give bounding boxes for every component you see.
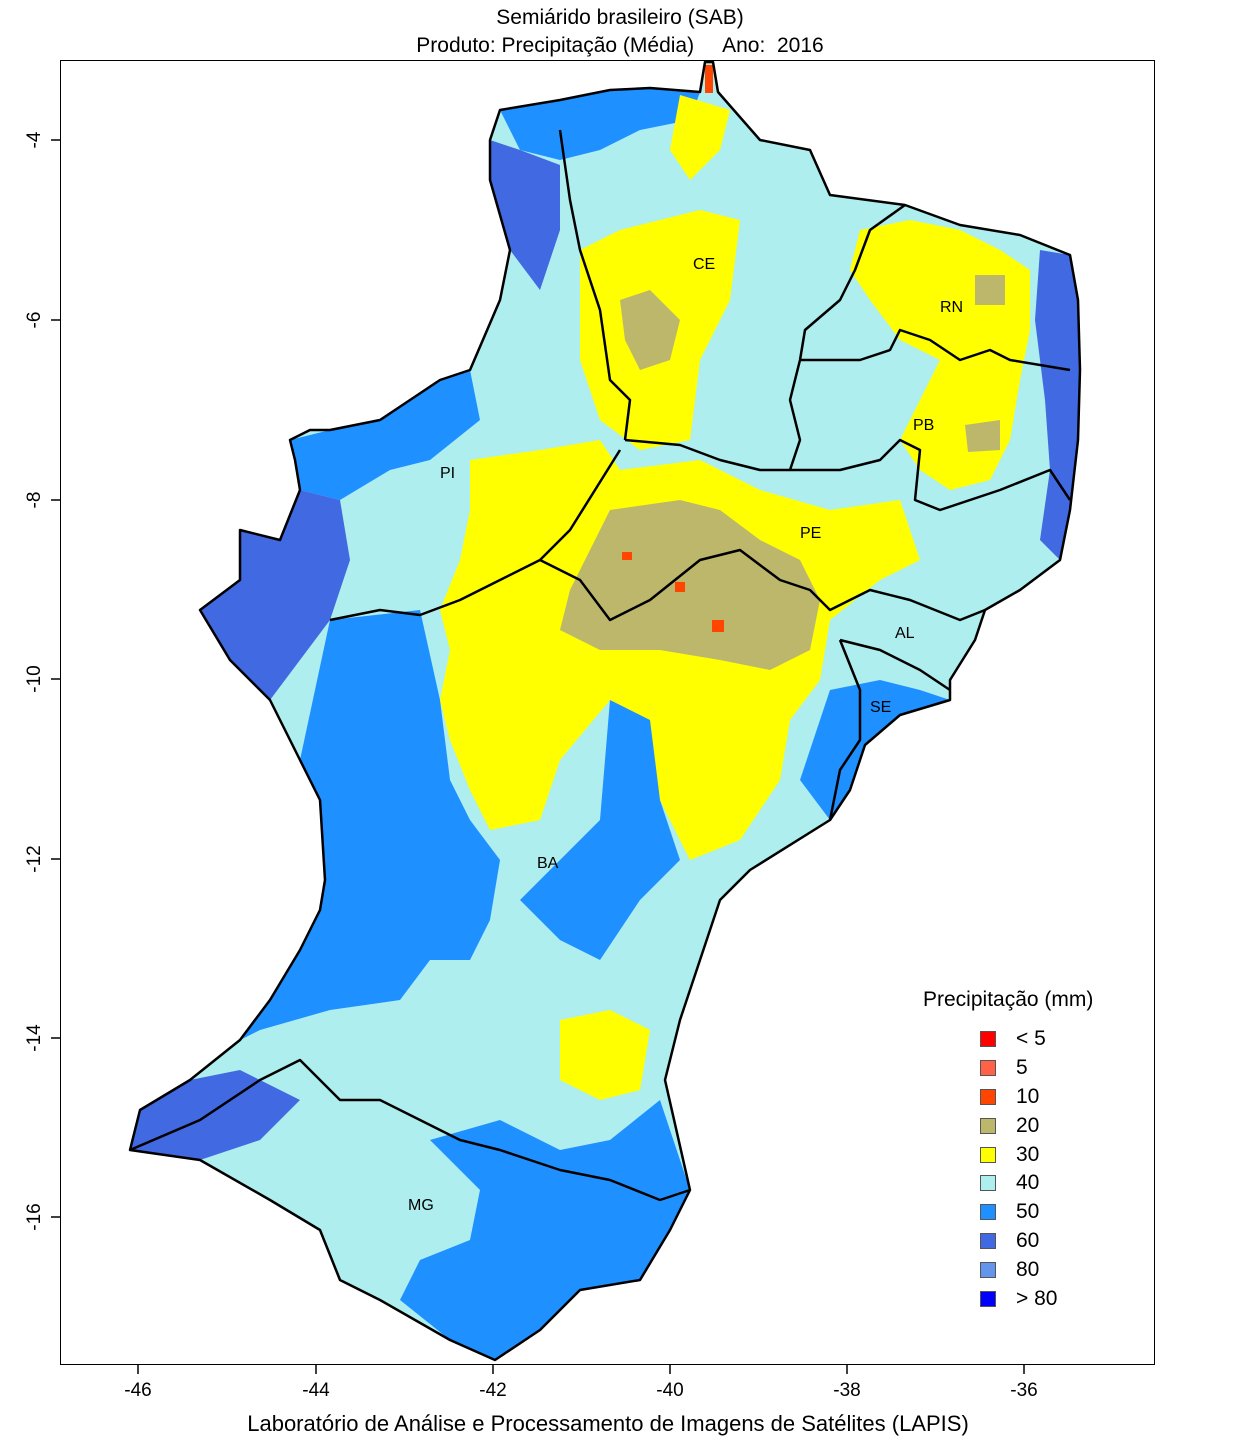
legend-swatch	[980, 1290, 996, 1307]
state-label-al: AL	[895, 625, 915, 642]
zone-20mm-pb	[965, 420, 1000, 452]
x-tick-label: -42	[479, 1380, 506, 1401]
state-label-se: SE	[870, 699, 891, 716]
spot-10mm-a	[622, 552, 632, 560]
legend-item: 10	[980, 1083, 1140, 1112]
zone-30mm-north	[670, 95, 730, 180]
legend-items: < 5 5 10 20 30 40 50 60 80 > 80	[910, 1025, 1140, 1313]
legend-label: > 80	[1016, 1286, 1058, 1310]
legend-swatch	[980, 1117, 996, 1134]
border-ce-rn	[798, 203, 906, 361]
legend-swatch	[980, 1261, 996, 1278]
zone-50mm-ce	[500, 88, 700, 160]
footer-credit: Laboratório de Análise e Processamento d…	[247, 1411, 969, 1436]
legend-title: Precipitação (mm)	[923, 988, 1094, 1011]
y-tick-label: -4	[24, 131, 45, 148]
x-tick-label: -36	[1010, 1380, 1037, 1401]
y-tick-label: -6	[24, 312, 45, 329]
border-ce-pi	[558, 129, 632, 441]
legend-item: < 5	[980, 1025, 1140, 1054]
x-tick-label: -40	[656, 1380, 683, 1401]
border-ba-se	[828, 639, 862, 821]
zone-20mm-ce	[620, 290, 680, 370]
legend-swatch	[980, 1060, 996, 1077]
y-tick-label: -16	[24, 1203, 45, 1230]
state-label-ba: BA	[537, 855, 559, 872]
border-rn-pb	[800, 328, 1071, 372]
legend-label: 30	[1016, 1142, 1040, 1166]
x-tick-label: -46	[124, 1380, 151, 1401]
state-label-pb: PB	[913, 417, 934, 434]
state-label-pi: PI	[440, 465, 455, 482]
plot-frame	[60, 60, 1155, 1365]
zone-30mm-ba	[560, 1010, 650, 1100]
border-ba-pe	[539, 548, 986, 622]
legend-label: 80	[1016, 1257, 1040, 1281]
legend-label: 10	[1016, 1084, 1040, 1108]
legend-swatch	[980, 1031, 996, 1048]
legend-item: 30	[980, 1140, 1140, 1169]
x-tick-label: -38	[833, 1380, 860, 1401]
border-ce-pe	[624, 359, 802, 472]
zone-60mm-nw	[490, 140, 560, 290]
legend-item: 20	[980, 1111, 1140, 1140]
y-tick-label: -10	[24, 665, 45, 692]
x-axis	[137, 1365, 1025, 1374]
map-title: Semiárido brasileiro (SAB)	[496, 6, 744, 29]
zone-50mm-pi	[290, 370, 480, 500]
legend-item: 80	[980, 1255, 1140, 1284]
sab-region-fill	[130, 62, 1080, 1360]
zone-60mm-west	[200, 490, 350, 700]
zone-50mm-west	[240, 610, 500, 1040]
legend-swatch	[980, 1146, 996, 1163]
legend-swatch	[980, 1175, 996, 1192]
zone-60mm-east	[1035, 250, 1080, 560]
legend-swatch	[980, 1204, 996, 1221]
legend-item: > 80	[980, 1284, 1140, 1313]
state-label-rn: RN	[940, 299, 963, 316]
zone-20mm-core	[560, 500, 820, 670]
zone-20mm-rn	[975, 275, 1005, 305]
zone-50mm-south	[400, 1100, 690, 1360]
legend-label: 20	[1016, 1113, 1040, 1137]
y-axis	[51, 139, 60, 1218]
legend-label: 40	[1016, 1171, 1040, 1195]
legend-item: 60	[980, 1227, 1140, 1256]
legend-label: 5	[1016, 1056, 1028, 1080]
y-tick-label: -14	[24, 1024, 45, 1052]
spot-10mm-c	[712, 620, 724, 632]
legend-item: 40	[980, 1169, 1140, 1198]
legend-swatch	[980, 1088, 996, 1105]
legend: Precipitação (mm) < 5 5 10 20 30 40 50 60 80 > 80	[910, 988, 1140, 1313]
x-tick-label: -44	[302, 1380, 330, 1401]
legend-label: < 5	[1016, 1027, 1046, 1051]
legend-label: 50	[1016, 1200, 1040, 1224]
border-pi-ba-pe	[329, 449, 622, 622]
zone-50mm-central	[520, 700, 680, 960]
border-pb-pe	[790, 438, 1072, 512]
legend-item: 50	[980, 1198, 1140, 1227]
state-label-mg: MG	[408, 1197, 434, 1214]
legend-item: 5	[980, 1054, 1140, 1083]
spot-10mm-b	[675, 582, 685, 592]
state-boundaries	[128, 60, 1082, 1362]
state-label-pe: PE	[800, 525, 821, 542]
legend-swatch	[980, 1232, 996, 1249]
map-subtitle: Produto: Precipitação (Média) Ano: 2016	[416, 34, 824, 57]
y-tick-label: -8	[24, 492, 45, 509]
y-tick-label: -12	[24, 845, 45, 872]
state-label-ce: CE	[693, 256, 715, 273]
border-ba-mg	[129, 1058, 691, 1202]
spot-5mm-north	[705, 65, 713, 93]
zone-60mm-south	[130, 1070, 300, 1160]
sab-outline	[128, 60, 1082, 1362]
border-al-se	[839, 638, 951, 692]
legend-label: 60	[1016, 1228, 1040, 1252]
